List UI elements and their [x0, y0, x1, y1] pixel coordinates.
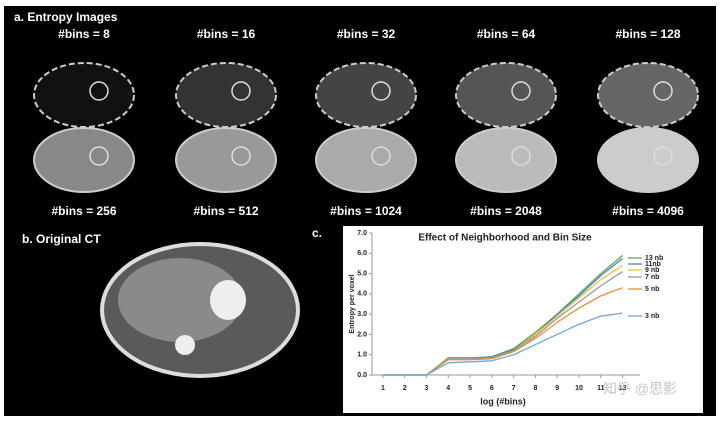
image-label: #bins = 2048 [470, 204, 542, 218]
image-detail [231, 81, 251, 101]
legend-label: 11nb [645, 261, 661, 268]
image-detail [371, 81, 391, 101]
x-tick-label: 6 [490, 385, 494, 392]
image-detail [231, 146, 251, 166]
x-tick-label: 9 [555, 385, 559, 392]
y-tick-label: 1.0 [357, 352, 367, 359]
panel-c-label: c. [312, 226, 322, 240]
entropy-image [175, 62, 277, 128]
legend-label: 5 nb [645, 286, 659, 293]
image-detail [653, 146, 673, 166]
image-label: #bins = 1024 [330, 204, 402, 218]
entropy-image [175, 127, 277, 193]
x-tick-label: 5 [468, 385, 472, 392]
y-tick-label: 5.0 [357, 270, 367, 277]
entropy-images: #bins = 8 #bins = 16 #bins = 32 #bins = 64 #… [33, 27, 699, 218]
panel-b-title: b. Original CT [22, 232, 101, 246]
image-label: #bins = 128 [615, 27, 680, 41]
panel-a-title: a. Entropy Images [14, 10, 118, 24]
x-tick-label: 2 [403, 385, 407, 392]
series-line [382, 312, 623, 376]
entropy-image [315, 62, 417, 128]
ct-spine [175, 335, 195, 355]
y-tick-label: 3.0 [357, 311, 367, 318]
x-tick-label: 11 [597, 385, 605, 392]
y-tick-label: 6.0 [357, 250, 367, 257]
legend-label: 7 nb [645, 274, 659, 281]
x-tick-label: 1 [381, 385, 385, 392]
legend-label: 13 nb [645, 255, 663, 262]
chart-background [343, 226, 703, 413]
image-label: #bins = 16 [197, 27, 256, 41]
entropy-image [315, 127, 417, 193]
image-label: #bins = 32 [337, 27, 396, 41]
image-label: #bins = 8 [58, 27, 110, 41]
x-tick-label: 10 [575, 385, 583, 392]
entropy-image [455, 127, 557, 193]
image-detail [653, 81, 673, 101]
plot: 0.01.02.03.04.05.06.07.01 2 3 4 5 6 7 8 9 10 11 121… [357, 230, 663, 392]
x-axis-label: log (#bins) [480, 396, 526, 406]
x-tick-label: 8 [533, 385, 537, 392]
image-detail [511, 146, 531, 166]
x-tick-label: 3 [425, 385, 429, 392]
image-detail [89, 146, 109, 166]
image-detail [89, 81, 109, 101]
image-detail [511, 81, 531, 101]
image-label: #bins = 256 [51, 204, 116, 218]
image-label: #bins = 4096 [612, 204, 684, 218]
chart-title: Effect of Neighborhood and Bin Size [418, 233, 592, 244]
image-label: #bins = 512 [193, 204, 258, 218]
entropy-image [597, 127, 699, 193]
y-axis-label: Entropy per voxel [349, 274, 356, 333]
image-label: #bins = 64 [477, 27, 536, 41]
watermark: 知乎 @思影 [603, 381, 677, 397]
entropy-image [597, 62, 699, 128]
legend-label: 9 nb [645, 267, 659, 274]
y-tick-label: 4.0 [357, 291, 367, 298]
x-tick-label: 12 [619, 385, 627, 392]
y-tick-label: 7.0 [357, 230, 367, 237]
legend-label: 3 nb [645, 313, 659, 320]
ct-contrast [210, 280, 246, 320]
x-tick-label: 4 [446, 385, 450, 392]
entropy-image [33, 127, 135, 193]
ct-liver [118, 258, 242, 342]
image-detail [371, 146, 391, 166]
entropy-image [455, 62, 557, 128]
y-tick-label: 0.0 [357, 372, 367, 379]
entropy-image [33, 62, 135, 128]
y-tick-label: 2.0 [357, 331, 367, 338]
x-tick-label: 7 [512, 385, 516, 392]
